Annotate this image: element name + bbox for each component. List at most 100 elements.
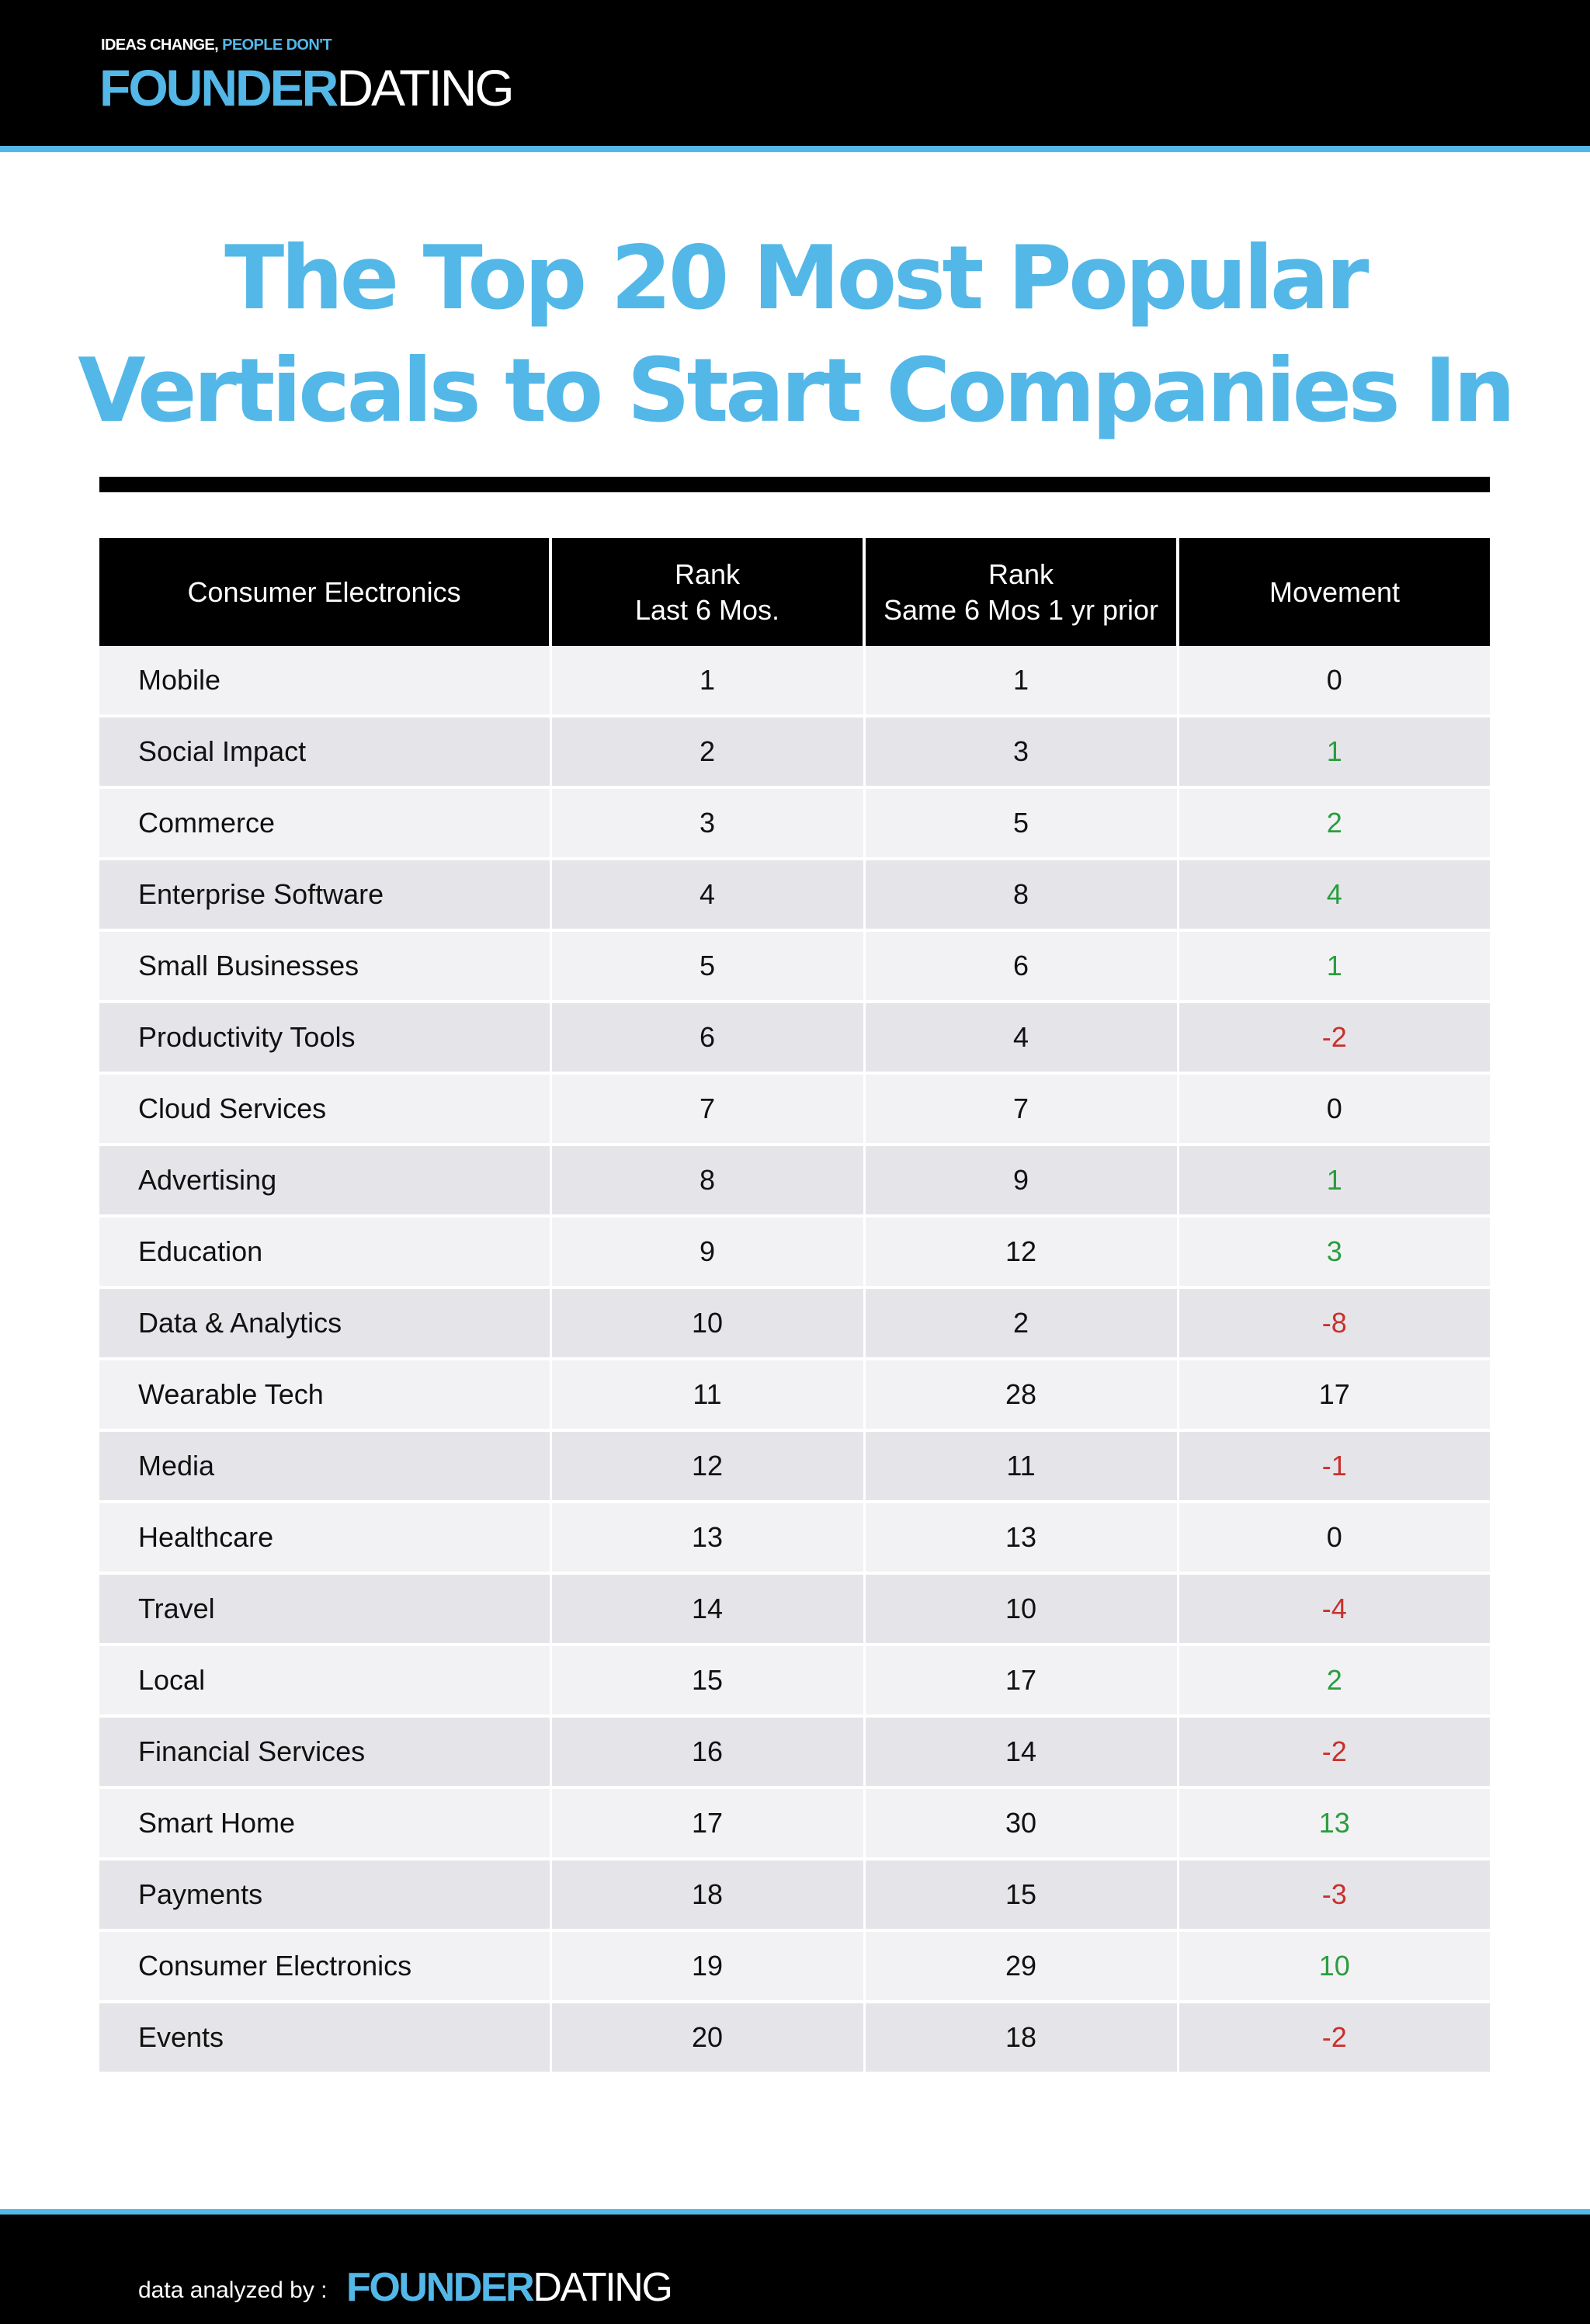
header-vertical: Consumer Electronics [99, 538, 552, 646]
table-row: Financial Services 16 14 -2 [99, 1716, 1490, 1789]
tagline-accent-text: PEOPLE DON'T [222, 36, 332, 54]
movement-cell: 0 [1178, 1073, 1490, 1146]
vertical-name-cell: Local [99, 1645, 552, 1718]
title-line-1: The Top 20 Most Popular [224, 227, 1369, 329]
movement-cell: 4 [1178, 859, 1490, 932]
header-accent-line [0, 146, 1590, 152]
rank-prior-cell: 17 [864, 1645, 1179, 1718]
movement-cell: -4 [1178, 1573, 1490, 1646]
movement-cell: -8 [1178, 1287, 1490, 1360]
table-header-row: Consumer Electronics Rank Last 6 Mos. Ra… [99, 538, 1490, 646]
table-row: Events 20 18 -2 [99, 2002, 1490, 2075]
footer-brand-bold: FOUNDER [346, 2265, 535, 2310]
vertical-name-cell: Payments [99, 1859, 552, 1932]
top-header: IDEAS CHANGE, PEOPLE DON'T FOUNDERDATING [0, 0, 1590, 152]
rank-prior-cell: 8 [864, 859, 1179, 932]
rank-last-6-cell: 6 [550, 1002, 866, 1075]
rank-last-6-cell: 2 [550, 716, 866, 789]
header-movement: Movement [1178, 538, 1490, 646]
movement-cell: 1 [1178, 930, 1490, 1003]
table-row: Wearable Tech 11 28 17 [99, 1359, 1490, 1432]
header-rank-prior-line1: Rank [988, 558, 1054, 590]
vertical-name-cell: Smart Home [99, 1787, 552, 1860]
table-row: Social Impact 2 3 1 [99, 716, 1490, 789]
table-row: Enterprise Software 4 8 4 [99, 859, 1490, 932]
tagline-text: IDEAS CHANGE, [101, 36, 219, 54]
vertical-name-cell: Healthcare [99, 1502, 552, 1575]
movement-cell: -2 [1178, 2002, 1490, 2075]
table-row: Data & Analytics 10 2 -8 [99, 1287, 1490, 1360]
rank-prior-cell: 30 [864, 1787, 1179, 1860]
rank-prior-cell: 6 [864, 930, 1179, 1003]
vertical-name-cell: Travel [99, 1573, 552, 1646]
rank-last-6-cell: 11 [550, 1359, 866, 1432]
rank-prior-cell: 5 [864, 787, 1179, 860]
table-row: Education 9 12 3 [99, 1216, 1490, 1289]
vertical-name-cell: Enterprise Software [99, 859, 552, 932]
rank-last-6-cell: 8 [550, 1145, 866, 1218]
rank-last-6-cell: 15 [550, 1645, 866, 1718]
header-rank-last-6-line2: Last 6 Mos. [634, 593, 780, 626]
rank-prior-cell: 18 [864, 2002, 1179, 2075]
table-row: Local 15 17 2 [99, 1645, 1490, 1718]
rank-last-6-cell: 14 [550, 1573, 866, 1646]
rank-last-6-cell: 9 [550, 1216, 866, 1289]
movement-cell: 2 [1178, 1645, 1490, 1718]
vertical-name-cell: Events [99, 2002, 552, 2075]
table-row: Advertising 8 9 1 [99, 1145, 1490, 1218]
movement-cell: 3 [1178, 1216, 1490, 1289]
rank-prior-cell: 1 [864, 646, 1179, 717]
rank-last-6-cell: 10 [550, 1287, 866, 1360]
movement-cell: 13 [1178, 1787, 1490, 1860]
rank-last-6-cell: 20 [550, 2002, 866, 2075]
vertical-name-cell: Wearable Tech [99, 1359, 552, 1432]
rank-prior-cell: 2 [864, 1287, 1179, 1360]
vertical-name-cell: Education [99, 1216, 552, 1289]
rank-last-6-cell: 5 [550, 930, 866, 1003]
table-row: Payments 18 15 -3 [99, 1859, 1490, 1932]
header-rank-prior: Rank Same 6 Mos 1 yr prior [864, 538, 1179, 646]
footer-brand-logo: FOUNDERDATING [346, 2265, 673, 2310]
rank-prior-cell: 10 [864, 1573, 1179, 1646]
movement-cell: 1 [1178, 1145, 1490, 1218]
vertical-name-cell: Productivity Tools [99, 1002, 552, 1075]
movement-cell: -1 [1178, 1430, 1490, 1503]
title-line-2: Verticals to Start Companies In [78, 339, 1515, 442]
tagline: IDEAS CHANGE, PEOPLE DON'T [101, 36, 332, 54]
rank-prior-cell: 12 [864, 1216, 1179, 1289]
table-body: Mobile 1 1 0 Social Impact 2 3 1 Commerce 3 5 2 Ente… [99, 646, 1490, 2075]
rank-prior-cell: 3 [864, 716, 1179, 789]
movement-cell: -2 [1178, 1716, 1490, 1789]
rank-last-6-cell: 3 [550, 787, 866, 860]
vertical-name-cell: Commerce [99, 787, 552, 860]
vertical-name-cell: Advertising [99, 1145, 552, 1218]
footer: data analyzed by : FOUNDERDATING [0, 2209, 1590, 2324]
movement-cell: 1 [1178, 716, 1490, 789]
rank-last-6-cell: 12 [550, 1430, 866, 1503]
vertical-name-cell: Consumer Electronics [99, 1930, 552, 2003]
movement-cell: 17 [1178, 1359, 1490, 1432]
brand-logo-light: DATING [336, 59, 514, 116]
rank-last-6-cell: 19 [550, 1930, 866, 2003]
table-row: Media 12 11 -1 [99, 1430, 1490, 1503]
vertical-name-cell: Social Impact [99, 716, 552, 789]
rank-prior-cell: 14 [864, 1716, 1179, 1789]
rank-last-6-cell: 4 [550, 859, 866, 932]
vertical-name-cell: Mobile [99, 646, 552, 717]
header-rank-last-6-line1: Rank [674, 558, 741, 590]
rank-prior-cell: 15 [864, 1859, 1179, 1932]
rank-prior-cell: 28 [864, 1359, 1179, 1432]
table-row: Smart Home 17 30 13 [99, 1787, 1490, 1860]
movement-cell: 0 [1178, 1502, 1490, 1575]
rank-prior-cell: 29 [864, 1930, 1179, 2003]
table-row: Commerce 3 5 2 [99, 787, 1490, 860]
table-row: Travel 14 10 -4 [99, 1573, 1490, 1646]
table-row: Productivity Tools 6 4 -2 [99, 1002, 1490, 1075]
movement-cell: 10 [1178, 1930, 1490, 2003]
rank-prior-cell: 9 [864, 1145, 1179, 1218]
table-row: Cloud Services 7 7 0 [99, 1073, 1490, 1146]
rank-last-6-cell: 16 [550, 1716, 866, 1789]
page-title: The Top 20 Most Popular Verticals to Sta… [0, 222, 1590, 447]
table-row: Mobile 1 1 0 [99, 646, 1490, 717]
rank-last-6-cell: 13 [550, 1502, 866, 1575]
